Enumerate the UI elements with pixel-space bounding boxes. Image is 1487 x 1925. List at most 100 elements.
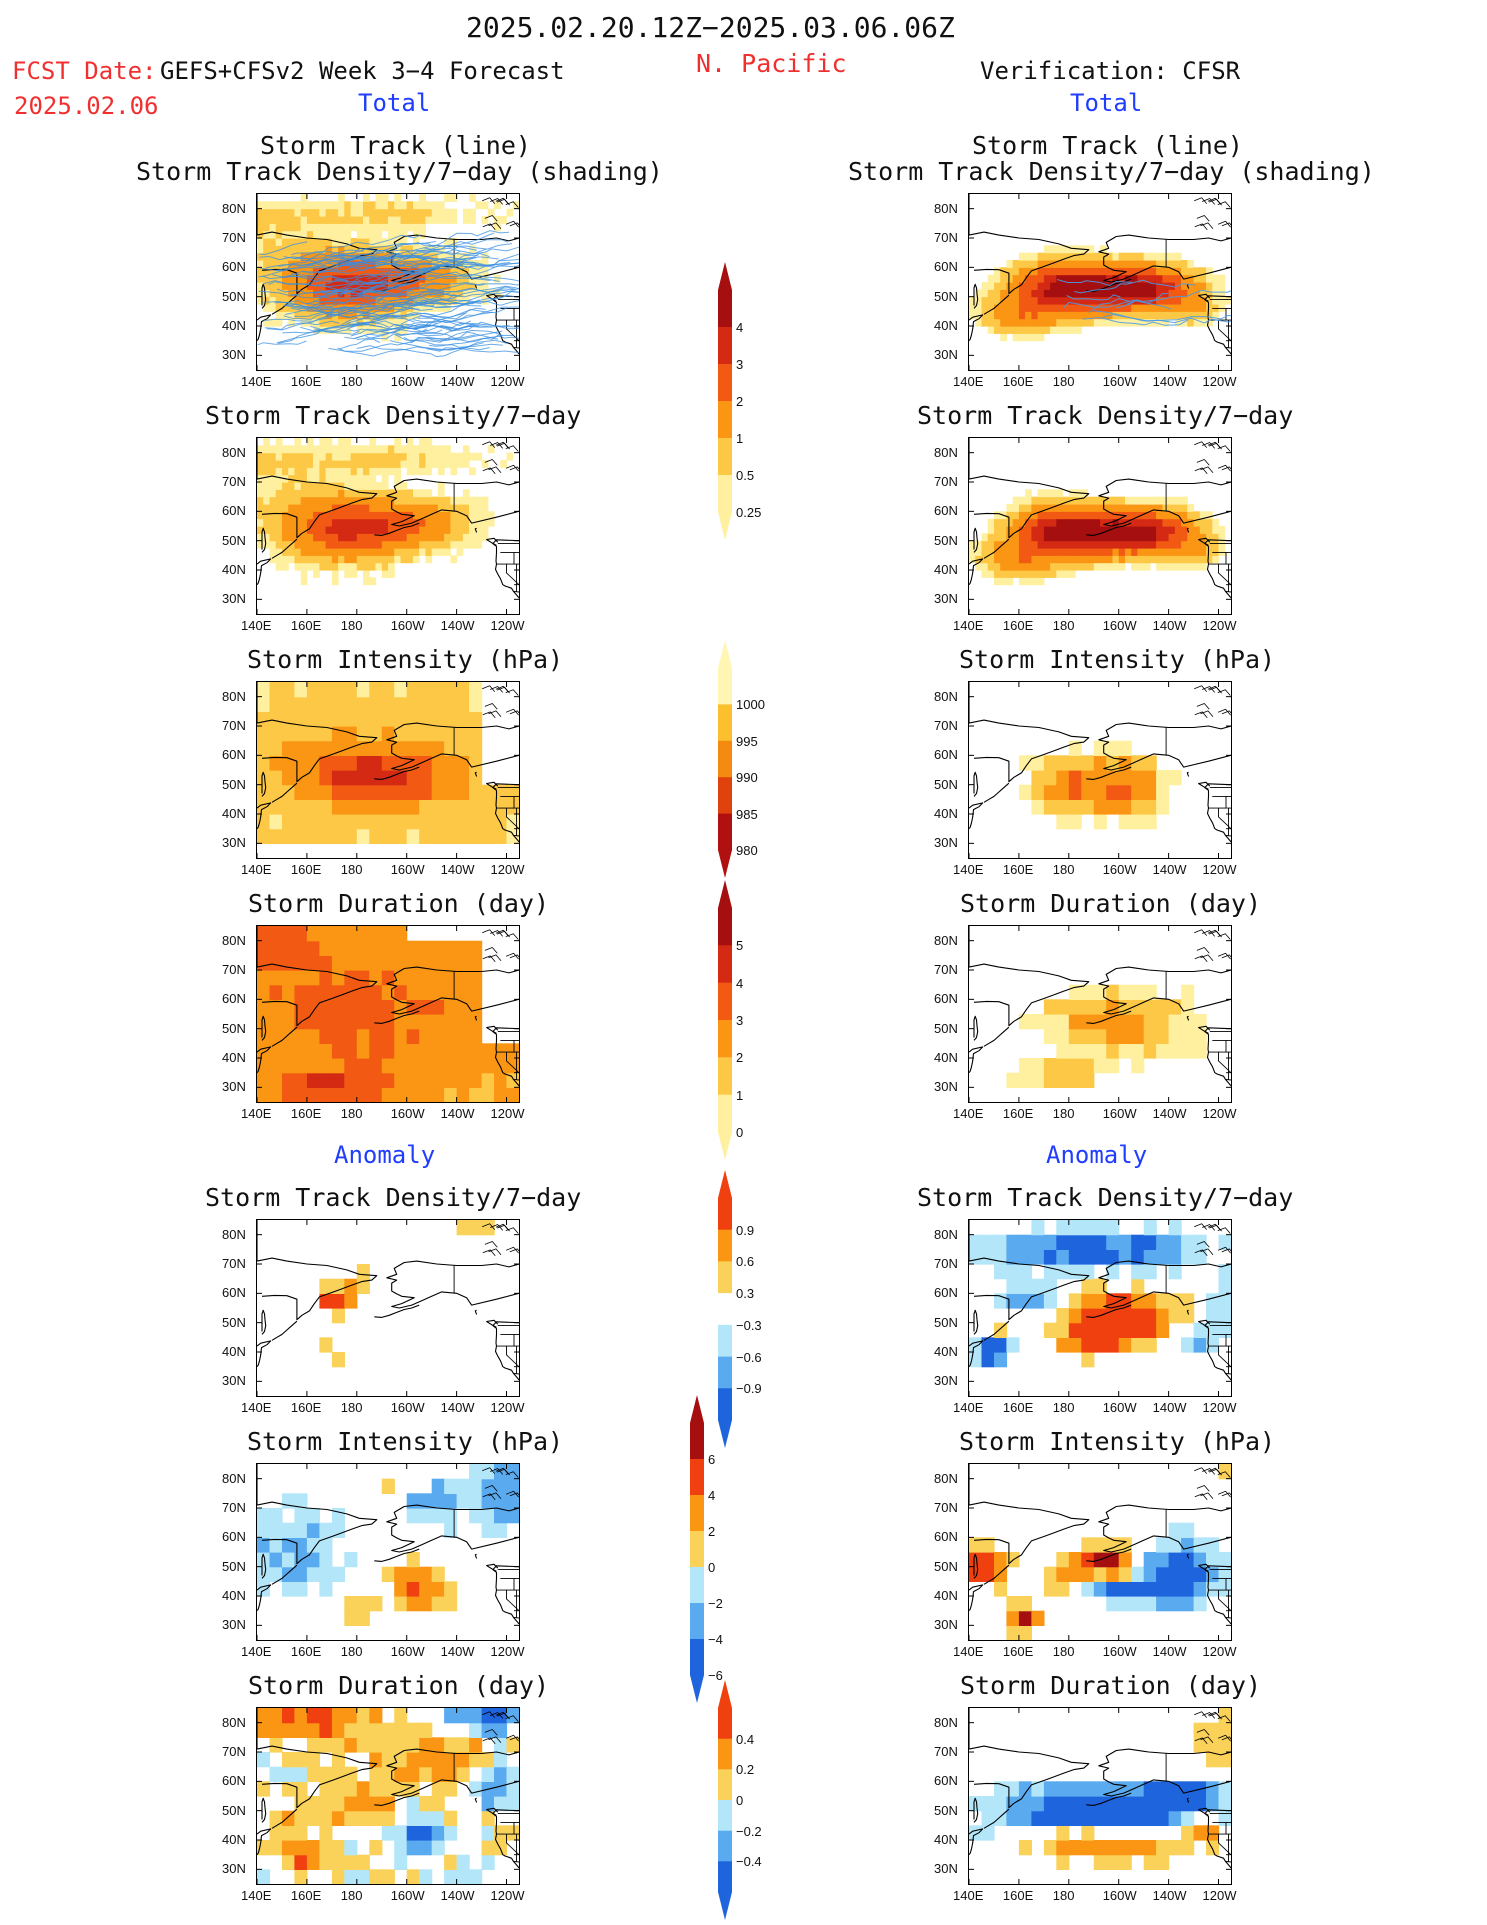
- colorbar-segment: [718, 1293, 732, 1326]
- arctic-island: [506, 1490, 519, 1498]
- colorbar-label: −0.3: [736, 1317, 762, 1333]
- border-line: [506, 1834, 519, 1856]
- colorbar-segment: [690, 1459, 704, 1496]
- lon-tick-label: 120W: [490, 862, 525, 877]
- arctic-island: [1221, 222, 1231, 227]
- lat-tick-label: 40N: [934, 1344, 958, 1359]
- lon-tick-label: 180: [340, 1888, 363, 1903]
- coastline-nwcoast: [492, 1027, 519, 1087]
- fcst-date: 2025.02.06: [14, 92, 159, 120]
- lat-tick-label: 30N: [934, 591, 958, 607]
- border-line: [506, 1346, 519, 1368]
- coastline-sakhalin: [261, 527, 267, 553]
- arctic-island: [1196, 1241, 1210, 1248]
- border-line: [1218, 1590, 1231, 1612]
- lat-tick-label: 40N: [934, 318, 958, 333]
- lon-tick-label: 120W: [490, 1644, 525, 1659]
- arctic-island: [1200, 1736, 1214, 1744]
- colorbar-segment: [718, 1020, 732, 1058]
- colorbar-label: 2: [708, 1524, 716, 1539]
- arctic-island: [1218, 952, 1231, 960]
- storm-track-line: [389, 289, 519, 302]
- coastline-vancouver: [1198, 781, 1211, 790]
- colorbar-label: −2: [708, 1596, 723, 1611]
- arctic-island: [1207, 441, 1221, 449]
- colorbar-segment: [690, 1495, 704, 1532]
- fcst-model: GEFS+CFSv2 Week 3−4 Forecast: [160, 57, 565, 85]
- arctic-island: [1202, 686, 1216, 693]
- colorbar-top-tip: [718, 640, 732, 668]
- storm-track-line: [262, 280, 360, 288]
- coastline-kuril: [271, 294, 298, 315]
- lon-tick-label: 180: [1052, 1888, 1075, 1903]
- storm-track-line: [323, 302, 436, 320]
- colorbar-segment: [718, 401, 732, 439]
- coastline-kuril: [983, 1320, 1010, 1341]
- lon-tick-label: 140W: [1152, 862, 1187, 877]
- storm-track-line: [1063, 299, 1172, 310]
- lon-tick-label: 180: [1052, 862, 1075, 877]
- coastline-asia: [257, 1220, 378, 1321]
- storm-track-line: [356, 339, 508, 358]
- colorbar-label: 4: [736, 320, 744, 335]
- colorbar-segment: [718, 1198, 732, 1231]
- coastline-nwcoast: [492, 783, 519, 843]
- colorbar-segment: [690, 1423, 704, 1460]
- lat-tick-label: 70N: [222, 962, 246, 977]
- colorbar-label: 0.5: [736, 468, 755, 483]
- arctic-island: [1207, 197, 1221, 205]
- coastline-asia: [969, 682, 1090, 783]
- lon-tick-label: 140E: [241, 862, 272, 877]
- storm-track-line: [406, 246, 519, 256]
- storm-track-line: [342, 247, 487, 261]
- coastline-alaska: [1098, 478, 1231, 527]
- coastline-vancouver: [486, 781, 499, 790]
- coastline-kuril: [983, 782, 1010, 803]
- arctic-island: [484, 215, 498, 222]
- arctic-island: [482, 1493, 496, 1501]
- arctic-island: [505, 445, 519, 452]
- coastline-aleutian: [1086, 1548, 1132, 1562]
- coastline-nwcoast: [1204, 1809, 1231, 1869]
- lat-tick-label: 80N: [934, 444, 958, 460]
- lat-tick-label: 40N: [934, 562, 958, 577]
- shading: [1018, 740, 1182, 830]
- colorbar-segment: [718, 740, 732, 778]
- arctic-island: [1196, 947, 1210, 954]
- storm-track-line: [326, 303, 433, 315]
- lon-tick-label: 160E: [290, 374, 322, 389]
- coastline-kuril: [271, 782, 298, 803]
- coastline-japan: [969, 1828, 984, 1856]
- storm-track-line: [1066, 294, 1121, 301]
- storm-track-line: [365, 275, 491, 293]
- lon-tick-label: 140W: [440, 1400, 475, 1415]
- lat-tick-label: 80N: [934, 1470, 958, 1486]
- lat-tick-label: 80N: [934, 1714, 958, 1730]
- storm-track-line: [360, 282, 448, 298]
- lon-tick-label: 140E: [953, 862, 984, 877]
- colorbar-segment: [718, 327, 732, 365]
- lat-tick-label: 70N: [934, 1256, 958, 1271]
- lat-tick-label: 60N: [934, 503, 958, 519]
- fc-density-anom-map: [256, 1219, 520, 1397]
- coastline-asia: [969, 1708, 1090, 1809]
- fc-intensity-title: Storm Intensity (hPa): [247, 645, 564, 674]
- fc-intensity-map: [256, 681, 520, 859]
- coastline-haida: [474, 1553, 478, 1559]
- left-anomaly-label: Anomaly: [334, 1141, 436, 1169]
- storm-track-line: [421, 256, 477, 261]
- coastline-alaska: [1098, 1260, 1231, 1309]
- right-total-label: Total: [1070, 89, 1143, 117]
- lat-tick-label: 40N: [934, 1588, 958, 1603]
- lon-tick-label: 140E: [953, 1106, 984, 1121]
- arctic-island: [482, 441, 496, 448]
- arctic-island: [482, 197, 496, 204]
- colorbar-label: 0.3: [736, 1286, 755, 1302]
- shading: [969, 1464, 1231, 1640]
- colorbar-bottom-tip: [718, 1420, 732, 1448]
- lon-tick-label: 140E: [953, 374, 984, 389]
- right-anomaly-label: Anomaly: [1046, 1141, 1148, 1169]
- shading: [969, 245, 1231, 342]
- ob-track-map: [968, 193, 1232, 371]
- arctic-island: [1218, 1246, 1231, 1254]
